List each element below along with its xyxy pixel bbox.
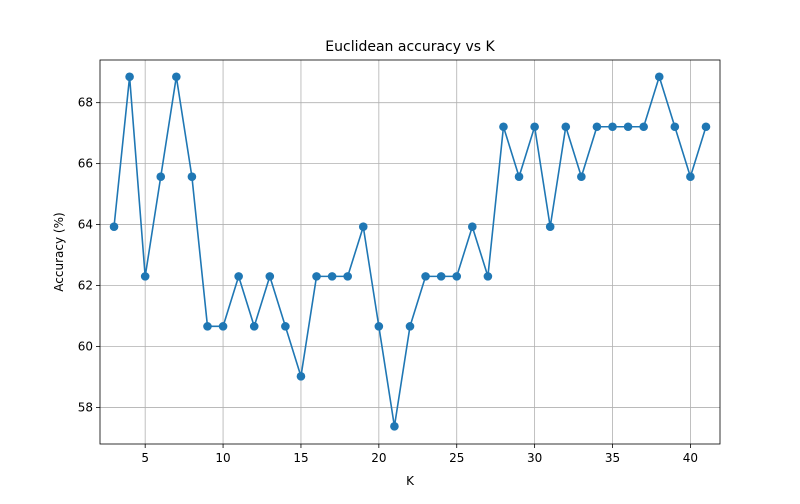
- y-tick-label: 68: [78, 96, 93, 110]
- data-point: [468, 222, 477, 232]
- data-point: [234, 272, 243, 281]
- axes-frame: [99, 59, 721, 445]
- data-point: [577, 172, 586, 182]
- data-point: [312, 272, 321, 281]
- data-point: [358, 222, 368, 232]
- y-tick-label: 60: [78, 339, 93, 353]
- x-tick-label: 15: [293, 451, 308, 465]
- data-point: [545, 222, 555, 232]
- data-point: [218, 322, 228, 331]
- data-point: [654, 72, 664, 82]
- chart-title: Euclidean accuracy vs K: [325, 39, 495, 55]
- series-layer: [109, 72, 711, 431]
- data-point: [670, 122, 680, 132]
- y-axis-label: Accuracy (%): [52, 212, 66, 291]
- data-point: [561, 122, 571, 132]
- y-tick-label: 64: [78, 218, 93, 232]
- data-point: [390, 422, 399, 431]
- data-point: [156, 172, 166, 182]
- y-tick-label: 62: [78, 279, 93, 293]
- plot-area: [100, 60, 720, 444]
- data-point: [608, 122, 617, 132]
- data-point: [249, 322, 259, 331]
- x-axis-ticks: 5 10 15 20 25 30 35 40: [141, 444, 698, 465]
- data-point: [514, 172, 524, 182]
- x-axis-label: K: [406, 474, 415, 488]
- y-tick-label: 66: [78, 157, 93, 171]
- data-point: [421, 272, 430, 281]
- data-point: [701, 122, 711, 132]
- data-point: [281, 322, 290, 331]
- x-tick-label: 25: [449, 451, 464, 465]
- data-point: [592, 122, 602, 132]
- y-tick-label: 58: [78, 400, 93, 414]
- data-point: [499, 122, 508, 132]
- data-point: [265, 272, 275, 281]
- data-point: [374, 322, 384, 331]
- y-axis-ticks: 58 60 62 64 66 68: [78, 96, 100, 414]
- data-point: [623, 122, 633, 132]
- data-point: [327, 272, 337, 281]
- data-point: [109, 222, 119, 232]
- x-tick-label: 30: [527, 451, 542, 465]
- x-tick-label: 10: [215, 451, 230, 465]
- data-point: [483, 272, 493, 281]
- data-point: [530, 122, 539, 132]
- data-point: [343, 272, 352, 281]
- data-point: [187, 172, 197, 182]
- x-tick-label: 35: [605, 451, 620, 465]
- data-point: [452, 272, 462, 281]
- data-point: [140, 272, 150, 281]
- grid: [100, 60, 720, 444]
- data-point: [436, 272, 446, 281]
- data-point: [125, 72, 134, 82]
- data-point: [296, 372, 306, 381]
- x-tick-label: 40: [683, 451, 698, 465]
- data-point: [405, 322, 415, 331]
- x-tick-label: 5: [141, 451, 149, 465]
- x-tick-label: 20: [371, 451, 386, 465]
- data-point: [686, 172, 695, 182]
- data-point: [639, 122, 648, 132]
- data-point: [172, 72, 181, 82]
- data-point: [203, 322, 212, 331]
